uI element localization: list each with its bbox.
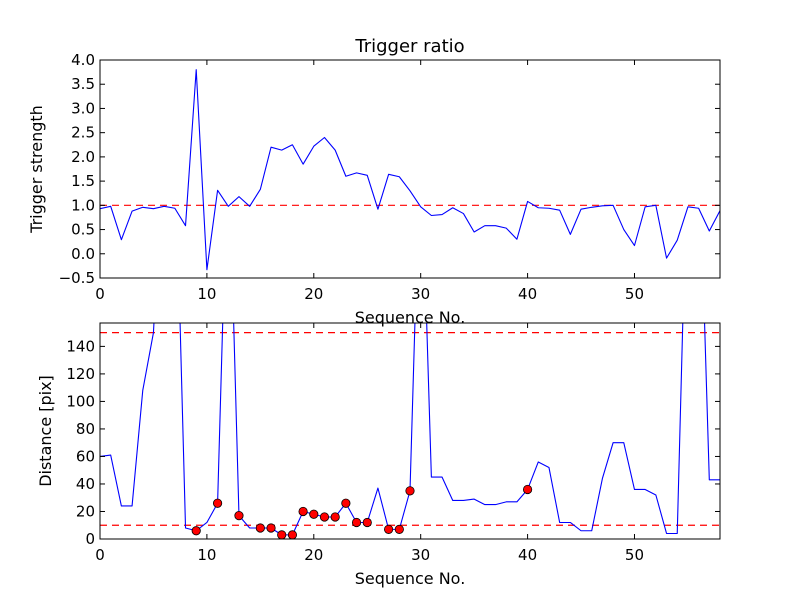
bottom-marker-point bbox=[277, 530, 287, 539]
top-series-line bbox=[100, 69, 720, 271]
top-x-tick-label: 40 bbox=[518, 285, 537, 303]
bottom-x-axis-label: Sequence No. bbox=[355, 569, 466, 588]
bottom-x-tick-label: 50 bbox=[625, 546, 644, 564]
top-y-tick-label: 1.0 bbox=[71, 196, 95, 214]
top-y-tick-label: −0.5 bbox=[59, 269, 95, 287]
top-y-tick-labels: −0.5 0.0 0.5 1.0 1.5 2.0 2.5 3.0 3.5 4.0 bbox=[59, 51, 95, 287]
bottom-marker-point bbox=[394, 524, 404, 534]
bottom-y-tick-label: 20 bbox=[76, 502, 95, 520]
bottom-y-tick-label: 0 bbox=[85, 530, 95, 548]
bottom-x-tick-label: 0 bbox=[95, 546, 105, 564]
top-y-axis-label: Trigger strength bbox=[27, 105, 46, 234]
top-tick-marks bbox=[99, 59, 720, 279]
bottom-marker-point bbox=[287, 530, 298, 539]
top-chart-title: Trigger ratio bbox=[354, 36, 464, 57]
bottom-marker-point bbox=[319, 512, 330, 522]
bottom-marker-point bbox=[266, 523, 276, 533]
bottom-marker-point bbox=[405, 486, 415, 496]
bottom-y-tick-label: 60 bbox=[76, 447, 95, 465]
bottom-y-tick-label: 40 bbox=[76, 475, 95, 493]
bottom-axes-frame bbox=[99, 322, 721, 540]
top-x-tick-label: 50 bbox=[625, 285, 644, 303]
top-plot: Trigger ratio −0.5 0.0 0.5 1.0 1.5 2.0 2.5 3.0 3… bbox=[27, 36, 721, 327]
bottom-x-tick-label: 20 bbox=[304, 546, 323, 564]
bottom-marker-point bbox=[351, 517, 362, 528]
top-y-tick-label: 3.0 bbox=[71, 99, 95, 117]
bottom-marker-point bbox=[298, 506, 308, 517]
top-y-tick-label: 1.5 bbox=[71, 172, 95, 190]
bottom-marker-point bbox=[191, 526, 201, 536]
bottom-marker-point bbox=[384, 524, 394, 534]
bottom-y-axis-label: Distance [pix] bbox=[36, 375, 55, 487]
top-x-tick-labels: 0 10 20 30 40 50 bbox=[95, 285, 644, 303]
bottom-marker-point bbox=[255, 523, 265, 533]
bottom-marker-point bbox=[330, 512, 340, 522]
top-x-tick-label: 30 bbox=[411, 285, 430, 303]
bottom-plot: 0 20 40 60 80 100 120 140 0 10 20 30 40 50 Sequence … bbox=[36, 322, 721, 588]
top-x-axis-label: Sequence No. bbox=[355, 308, 466, 327]
bottom-y-tick-label: 120 bbox=[66, 365, 95, 383]
top-axes-frame bbox=[99, 59, 721, 279]
top-x-tick-label: 20 bbox=[304, 285, 323, 303]
bottom-marker-point bbox=[212, 498, 223, 508]
bottom-x-tick-label: 40 bbox=[518, 546, 537, 564]
top-y-tick-label: 2.5 bbox=[71, 124, 95, 142]
top-y-tick-label: 2.0 bbox=[71, 148, 95, 166]
bottom-marker-point bbox=[341, 498, 351, 508]
bottom-marker-point bbox=[309, 509, 319, 519]
bottom-plot-area bbox=[100, 323, 720, 539]
top-y-tick-label: 0.5 bbox=[71, 221, 95, 239]
bottom-marker-point bbox=[362, 517, 372, 528]
bottom-x-tick-label: 10 bbox=[197, 546, 216, 564]
top-y-tick-label: 3.5 bbox=[71, 75, 95, 93]
bottom-y-tick-label: 80 bbox=[76, 420, 95, 438]
bottom-y-tick-label: 140 bbox=[66, 337, 95, 355]
top-y-tick-label: 0.0 bbox=[71, 245, 95, 263]
top-x-tick-label: 0 bbox=[95, 285, 105, 303]
bottom-y-tick-label: 100 bbox=[66, 392, 95, 410]
top-y-tick-label: 4.0 bbox=[71, 51, 95, 69]
bottom-marker-point bbox=[234, 511, 244, 521]
top-x-tick-label: 10 bbox=[197, 285, 216, 303]
bottom-tick-marks bbox=[99, 323, 720, 540]
top-plot-area bbox=[100, 69, 720, 271]
bottom-x-tick-label: 30 bbox=[411, 546, 430, 564]
bottom-y-tick-labels: 0 20 40 60 80 100 120 140 bbox=[66, 337, 95, 548]
bottom-x-tick-labels: 0 10 20 30 40 50 bbox=[95, 546, 644, 564]
bottom-marker-point bbox=[522, 484, 533, 495]
